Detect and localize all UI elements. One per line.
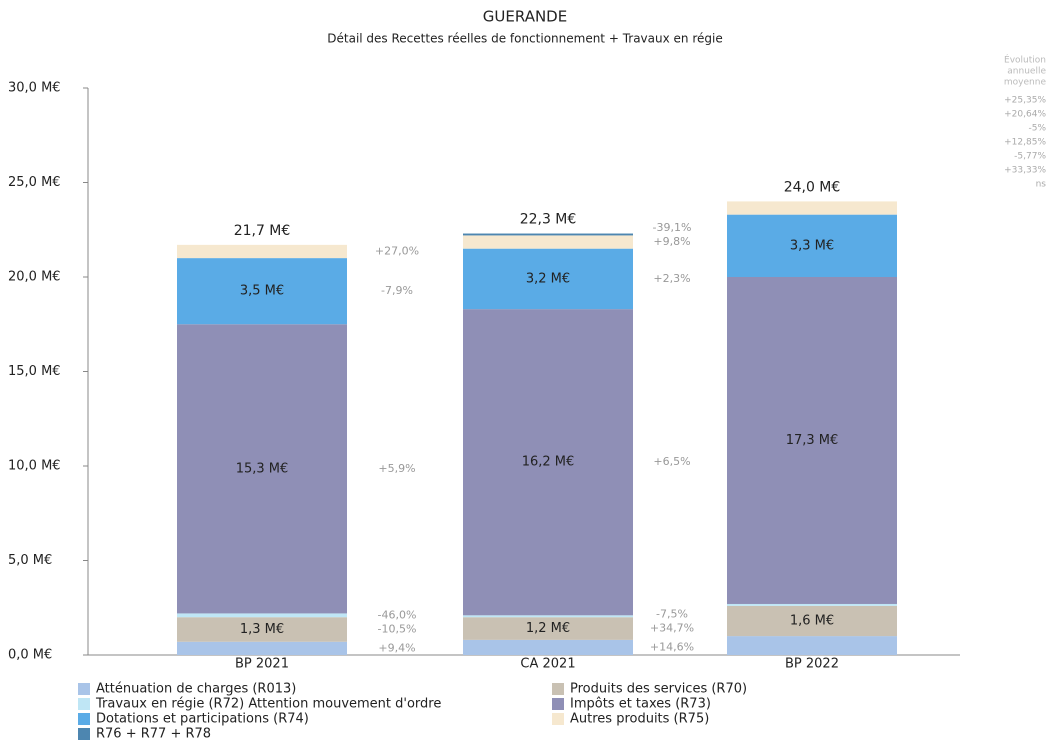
annual-evolution: -5,77% [1014, 152, 1046, 162]
bar-segment [727, 603, 897, 606]
legend-label: Produits des services (R70) [570, 682, 747, 697]
change-label: +2,3% [653, 272, 690, 285]
bar-segment [727, 636, 897, 655]
change-label: -7,5% [656, 608, 688, 621]
bar-segment [463, 615, 633, 618]
legend-label: Travaux en régie (R72) Attention mouveme… [95, 697, 441, 712]
chart-subtitle: Détail des Recettes réelles de fonctionn… [327, 32, 722, 46]
legend-swatch [78, 728, 90, 740]
change-label: -39,1% [653, 221, 692, 234]
value-label: 3,5 M€ [240, 284, 284, 299]
value-label: 3,2 M€ [526, 271, 570, 286]
total-label: 24,0 M€ [784, 179, 841, 195]
value-label: 15,3 M€ [236, 461, 289, 476]
annual-title: Évolution [1004, 54, 1046, 66]
bar-segment [727, 214, 897, 277]
annual-evolution: +25,35% [1004, 96, 1046, 106]
value-label: 3,3 M€ [790, 238, 834, 253]
legend-swatch [552, 698, 564, 710]
legend-label: Autres produits (R75) [570, 712, 709, 727]
change-label: +9,4% [378, 641, 415, 654]
x-tick-label: CA 2021 [520, 657, 575, 672]
bar-segment [727, 277, 897, 604]
legend-swatch [552, 713, 564, 725]
legend-swatch [552, 683, 564, 695]
legend-label: Impôts et taxes (R73) [570, 697, 711, 712]
bar-segment [177, 617, 347, 642]
x-tick-label: BP 2022 [785, 657, 839, 672]
change-label: +6,5% [653, 455, 690, 468]
y-tick-label: 30,0 M€ [8, 81, 61, 96]
y-tick-label: 10,0 M€ [8, 459, 61, 474]
bar-segment [463, 235, 633, 249]
bar-segment [177, 324, 347, 614]
value-label: 1,3 M€ [240, 622, 284, 637]
annual-evolution: +20,64% [1004, 110, 1046, 120]
total-label: 22,3 M€ [520, 212, 577, 228]
annual-title: moyenne [1004, 78, 1047, 88]
legend-label: Dotations et participations (R74) [96, 712, 309, 727]
annual-title: annuelle [1007, 67, 1046, 77]
change-label: -46,0% [378, 608, 417, 621]
y-tick-label: 15,0 M€ [8, 364, 61, 379]
bar-segment [463, 639, 633, 655]
annual-evolution: +33,33% [1004, 166, 1046, 176]
change-label: -10,5% [378, 622, 417, 635]
y-tick-label: 5,0 M€ [8, 553, 52, 568]
change-label: -7,9% [381, 284, 413, 297]
change-label: +14,6% [650, 640, 694, 653]
legend-swatch [78, 698, 90, 710]
bar-segment [177, 258, 347, 325]
annual-evolution: +12,85% [1004, 138, 1046, 148]
bar-segment [177, 244, 347, 259]
change-label: +27,0% [375, 244, 419, 257]
bar-segment [463, 248, 633, 310]
value-label: 17,3 M€ [786, 433, 839, 448]
y-tick-label: 25,0 M€ [8, 175, 61, 190]
x-tick-label: BP 2021 [235, 657, 289, 672]
chart-title: GUERANDE [483, 8, 567, 26]
change-label: +34,7% [650, 622, 694, 635]
bar-segment [727, 201, 897, 215]
value-label: 1,2 M€ [526, 621, 570, 636]
annual-evolution: ns [1036, 180, 1047, 190]
value-label: 16,2 M€ [522, 455, 575, 470]
bar-segment [727, 605, 897, 637]
legend-label: R76 + R77 + R78 [96, 727, 211, 742]
y-tick-label: 20,0 M€ [8, 270, 61, 285]
bar-segment [177, 641, 347, 655]
change-label: +9,8% [653, 235, 690, 248]
legend-swatch [78, 683, 90, 695]
bar-segment [177, 613, 347, 618]
legend-label: Atténuation de charges (R013) [96, 682, 296, 697]
bar-segment [463, 233, 633, 236]
y-tick-label: 0,0 M€ [8, 648, 52, 663]
bar-segment [463, 617, 633, 640]
total-label: 21,7 M€ [234, 223, 291, 239]
annual-evolution: -5% [1028, 124, 1046, 134]
legend-swatch [78, 713, 90, 725]
value-label: 1,6 M€ [790, 613, 834, 628]
bar-segment [463, 309, 633, 616]
change-label: +5,9% [378, 462, 415, 475]
